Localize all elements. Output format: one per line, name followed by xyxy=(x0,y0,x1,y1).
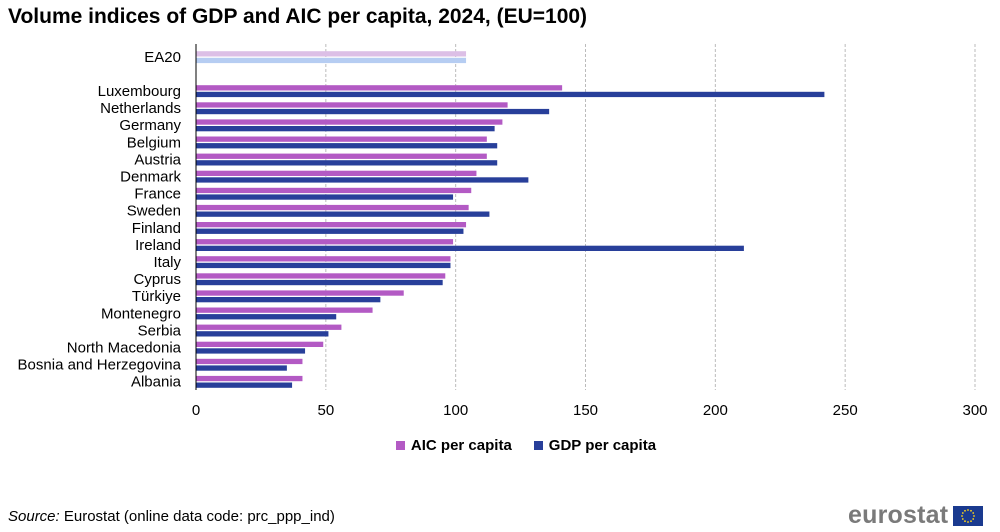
category-label: Sweden xyxy=(127,203,181,220)
bar-aic[interactable] xyxy=(196,85,563,91)
source-note: Source: Eurostat (online data code: prc_… xyxy=(8,508,335,525)
bar-gdp[interactable] xyxy=(196,331,329,337)
bar-aic[interactable] xyxy=(196,341,324,347)
logo-text: eurostat xyxy=(848,501,949,529)
category-label: Montenegro xyxy=(101,305,181,322)
bar-aic[interactable] xyxy=(196,119,503,125)
eu-flag-icon xyxy=(953,505,984,526)
bar-aic[interactable] xyxy=(196,273,446,279)
flag-star xyxy=(967,508,970,511)
bar-aic[interactable] xyxy=(196,51,467,57)
bar-gdp[interactable] xyxy=(196,57,467,64)
legend-item-aic[interactable]: AIC per capita xyxy=(395,437,512,454)
flag-star xyxy=(967,520,970,523)
category-label: Cyprus xyxy=(133,271,181,288)
flag-star xyxy=(964,509,967,512)
category-label: Albania xyxy=(131,374,182,391)
bar-aic[interactable] xyxy=(196,307,373,313)
category-label: Netherlands xyxy=(100,100,181,117)
eurostat-logo[interactable]: eurostat xyxy=(848,501,984,530)
x-tick-label: 300 xyxy=(962,402,987,419)
bar-gdp[interactable] xyxy=(196,228,464,234)
legend-label-gdp: GDP per capita xyxy=(548,437,657,454)
flag-star xyxy=(973,514,976,517)
flag-star xyxy=(972,511,975,514)
category-label: Finland xyxy=(132,220,181,237)
bar-gdp[interactable] xyxy=(196,160,498,166)
bar-aic[interactable] xyxy=(196,358,303,365)
bar-gdp[interactable] xyxy=(196,177,529,183)
legend-swatch-gdp xyxy=(533,441,543,450)
category-labels: EA20LuxembourgNetherlandsGermanyBelgiumA… xyxy=(18,49,182,391)
bar-gdp[interactable] xyxy=(196,262,451,269)
bar-gdp[interactable] xyxy=(196,279,443,286)
category-label: Bosnia and Herzegovina xyxy=(18,357,182,374)
bar-aic[interactable] xyxy=(196,239,454,245)
bar-gdp[interactable] xyxy=(196,314,337,320)
category-label: France xyxy=(134,186,181,203)
bar-aic[interactable] xyxy=(196,136,487,142)
category-label: Italy xyxy=(153,254,181,271)
flag-star xyxy=(972,517,975,520)
legend-swatch-aic xyxy=(395,441,405,450)
source-text: Eurostat (online data code: prc_ppp_ind) xyxy=(59,508,335,525)
x-tick-label: 250 xyxy=(833,402,858,419)
chart-title: Volume indices of GDP and AIC per capita… xyxy=(8,5,588,28)
x-tick-label: 100 xyxy=(443,402,468,419)
category-label: Germany xyxy=(119,117,181,134)
category-label: North Macedonia xyxy=(67,340,182,357)
bar-gdp[interactable] xyxy=(196,91,825,98)
legend-item-gdp[interactable]: GDP per capita xyxy=(533,437,657,454)
category-label: Ireland xyxy=(135,237,181,254)
bar-aic[interactable] xyxy=(196,375,303,382)
flag-star xyxy=(964,519,967,522)
bar-gdp[interactable] xyxy=(196,126,495,132)
flag-star xyxy=(970,509,973,512)
bar-aic[interactable] xyxy=(196,324,342,330)
bar-gdp[interactable] xyxy=(196,382,293,388)
bar-gdp[interactable] xyxy=(196,143,498,149)
category-label: Austria xyxy=(134,151,181,168)
category-label: EA20 xyxy=(144,49,181,66)
category-label: Serbia xyxy=(138,322,182,339)
bar-gdp[interactable] xyxy=(196,194,454,200)
source-label: Source: xyxy=(8,508,60,525)
bars xyxy=(196,51,825,388)
x-tick-label: 0 xyxy=(192,402,200,419)
flag-star xyxy=(961,514,964,517)
bar-aic[interactable] xyxy=(196,187,472,194)
x-tick-label: 50 xyxy=(317,402,334,419)
grid-lines xyxy=(325,44,976,390)
flag-star xyxy=(962,517,964,520)
category-label: Denmark xyxy=(120,169,181,186)
bar-aic[interactable] xyxy=(196,290,404,296)
x-tick-label: 150 xyxy=(573,402,598,419)
bar-aic[interactable] xyxy=(196,256,451,262)
bar-gdp[interactable] xyxy=(196,365,287,371)
legend-label-aic: AIC per capita xyxy=(410,437,512,454)
legend: AIC per capita GDP per capita xyxy=(26,437,1000,454)
bar-aic[interactable] xyxy=(196,170,477,176)
bar-aic[interactable] xyxy=(196,102,508,108)
flag-star xyxy=(962,511,964,514)
bar-aic[interactable] xyxy=(196,153,487,159)
bar-gdp[interactable] xyxy=(196,245,744,251)
category-label: Belgium xyxy=(127,134,181,151)
flag-star xyxy=(970,519,973,522)
bar-aic[interactable] xyxy=(196,204,469,211)
bar-chart: EA20LuxembourgNetherlandsGermanyBelgiumA… xyxy=(18,44,988,419)
category-label: Luxembourg xyxy=(98,83,181,100)
category-label: Türkiye xyxy=(132,288,181,305)
bar-gdp[interactable] xyxy=(196,297,381,303)
bar-gdp[interactable] xyxy=(196,211,490,217)
bar-gdp[interactable] xyxy=(196,348,306,354)
x-tick-label: 200 xyxy=(703,402,728,419)
bar-aic[interactable] xyxy=(196,222,467,228)
x-axis-ticks: 0 50 100 150 200 250 300 xyxy=(192,402,988,419)
bar-gdp[interactable] xyxy=(196,108,550,115)
